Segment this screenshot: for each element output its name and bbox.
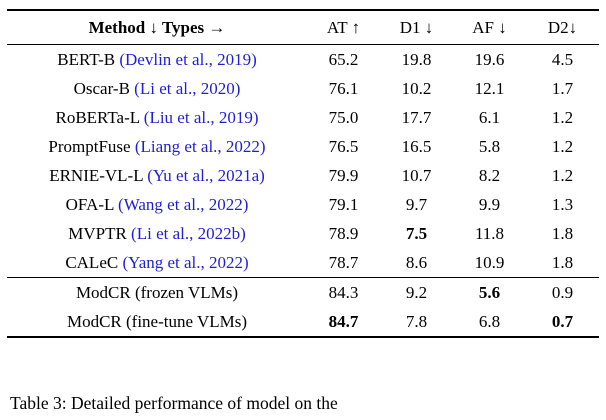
value-cell: 78.7: [328, 252, 359, 272]
method-name: Oscar-B: [73, 78, 130, 98]
value-cell: 6.8: [478, 311, 501, 331]
value-cell: 1.2: [551, 136, 574, 156]
value-cell: 9.9: [478, 194, 501, 214]
citation-link[interactable]: (Yu et al., 2021a): [142, 165, 265, 185]
citation-link[interactable]: (Li et al., 2020): [129, 78, 241, 98]
value-cell: 10.9: [474, 252, 505, 272]
value-cell: 0.7: [551, 311, 574, 331]
value-cell: 76.5: [328, 136, 359, 156]
value-cell: 8.6: [405, 252, 428, 272]
value-cell: 75.0: [328, 107, 359, 127]
citation-link[interactable]: (Devlin et al., 2019): [115, 49, 257, 69]
value-cell: 9.7: [405, 194, 428, 214]
value-cell: 19.6: [474, 49, 505, 69]
value-cell: 10.7: [401, 165, 432, 185]
baselines-group: BERT-B (Devlin et al., 2019) 65.2 19.8 19.6…: [7, 45, 599, 278]
value-cell: 16.5: [401, 136, 432, 156]
table-caption: Table 3: Detailed performance of model o…: [10, 393, 338, 413]
table-row: MVPTR (Li et al., 2022b) 78.9 7.5 11.8 1.8: [7, 219, 599, 248]
table-row: PromptFuse (Liang et al., 2022) 76.5 16.5 5…: [7, 132, 599, 161]
value-cell: 9.2: [405, 282, 428, 302]
method-name: OFA-L: [65, 194, 114, 214]
value-cell: 5.8: [478, 136, 501, 156]
header-method-types: Method ↓ Types →: [88, 18, 226, 37]
results-table: Method ↓ Types → AT ↑ D1 ↓ AF ↓ D2↓ BERT…: [7, 9, 599, 338]
ours-group: ModCR (frozen VLMs) 84.3 9.2 5.6 0.9 ModCR (f…: [7, 278, 599, 338]
value-cell: 84.3: [328, 282, 359, 302]
value-cell: 7.5: [405, 223, 428, 243]
method-cell: BERT-B (Devlin et al., 2019): [7, 45, 307, 75]
method-cell: PromptFuse (Liang et al., 2022): [7, 132, 307, 161]
table-row: ModCR (fine-tune VLMs) 84.7 7.8 6.8 0.7: [7, 307, 599, 337]
value-cell: 7.8: [405, 311, 428, 331]
table-row: Oscar-B (Li et al., 2020) 76.1 10.2 12.1 1.7: [7, 74, 599, 103]
value-cell: 1.2: [551, 165, 574, 185]
header-row: Method ↓ Types → AT ↑ D1 ↓ AF ↓ D2↓: [7, 10, 599, 45]
method-name: CALeC: [65, 252, 119, 272]
value-cell: 1.7: [551, 78, 574, 98]
method-name: MVPTR: [68, 223, 127, 243]
method-cell: ModCR (frozen VLMs): [7, 278, 307, 308]
table-row: RoBERTa-L (Liu et al., 2019) 75.0 17.7 6.1 1…: [7, 103, 599, 132]
value-cell: 1.8: [551, 223, 574, 243]
method-name: ModCR (fine-tune VLMs): [66, 311, 248, 331]
citation-link[interactable]: (Liang et al., 2022): [130, 136, 266, 156]
value-cell: 19.8: [401, 49, 432, 69]
method-name: RoBERTa-L: [55, 107, 140, 127]
table-row: ERNIE-VL-L (Yu et al., 2021a) 79.9 10.7 8.2…: [7, 161, 599, 190]
value-cell: 0.9: [551, 282, 574, 302]
header-col-af: AF ↓: [472, 18, 507, 37]
value-cell: 11.8: [474, 223, 505, 243]
table-row: ModCR (frozen VLMs) 84.3 9.2 5.6 0.9: [7, 278, 599, 308]
method-name: BERT-B: [57, 49, 116, 69]
value-cell: 65.2: [328, 49, 359, 69]
method-name: ERNIE-VL-L: [49, 165, 143, 185]
header-col-d2: D2↓: [547, 18, 578, 37]
value-cell: 6.1: [478, 107, 501, 127]
header-col-at: AT ↑: [326, 18, 361, 37]
method-cell: CALeC (Yang et al., 2022): [7, 248, 307, 278]
method-name: ModCR (frozen VLMs): [75, 282, 239, 302]
table-header: Method ↓ Types → AT ↑ D1 ↓ AF ↓ D2↓: [7, 10, 599, 45]
method-cell: ModCR (fine-tune VLMs): [7, 307, 307, 337]
value-cell: 4.5: [551, 49, 574, 69]
method-name: PromptFuse: [48, 136, 131, 156]
value-cell: 8.2: [478, 165, 501, 185]
value-cell: 1.3: [551, 194, 574, 214]
citation-link[interactable]: (Wang et al., 2022): [113, 194, 249, 214]
citation-link[interactable]: (Liu et al., 2019): [139, 107, 259, 127]
value-cell: 76.1: [328, 78, 359, 98]
header-col-d1: D1 ↓: [399, 18, 434, 37]
citation-link[interactable]: (Yang et al., 2022): [118, 252, 249, 272]
value-cell: 84.7: [328, 311, 359, 331]
value-cell: 10.2: [401, 78, 432, 98]
citation-link[interactable]: (Li et al., 2022b): [126, 223, 246, 243]
value-cell: 1.8: [551, 252, 574, 272]
table-row: CALeC (Yang et al., 2022) 78.7 8.6 10.9 1.8: [7, 248, 599, 278]
method-cell: OFA-L (Wang et al., 2022): [7, 190, 307, 219]
table-row: BERT-B (Devlin et al., 2019) 65.2 19.8 19.6…: [7, 45, 599, 75]
value-cell: 79.1: [328, 194, 359, 214]
value-cell: 79.9: [328, 165, 359, 185]
method-cell: ERNIE-VL-L (Yu et al., 2021a): [7, 161, 307, 190]
value-cell: 1.2: [551, 107, 574, 127]
table-row: OFA-L (Wang et al., 2022) 79.1 9.7 9.9 1.3: [7, 190, 599, 219]
value-cell: 12.1: [474, 78, 505, 98]
value-cell: 5.6: [478, 282, 501, 302]
value-cell: 17.7: [401, 107, 432, 127]
value-cell: 78.9: [328, 223, 359, 243]
method-cell: RoBERTa-L (Liu et al., 2019): [7, 103, 307, 132]
method-cell: Oscar-B (Li et al., 2020): [7, 74, 307, 103]
method-cell: MVPTR (Li et al., 2022b): [7, 219, 307, 248]
